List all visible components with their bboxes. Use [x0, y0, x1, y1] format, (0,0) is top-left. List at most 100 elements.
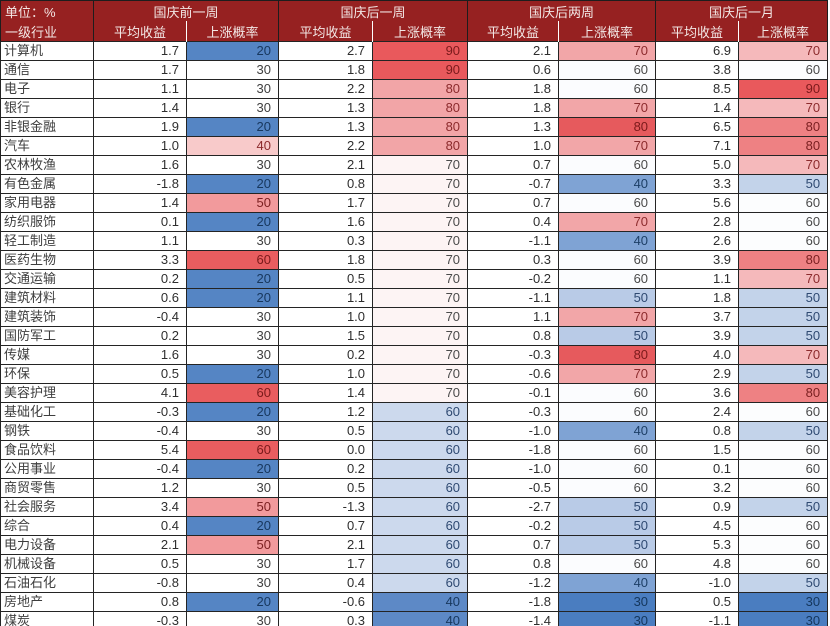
win-rate-cell: 20 [185, 402, 280, 422]
avg-return-cell: 1.0 [278, 307, 374, 327]
win-rate-cell: 60 [738, 459, 829, 479]
industry-label-cell: 建筑材料 [0, 288, 94, 308]
avg-return-cell: 1.7 [278, 193, 374, 213]
avg-return-cell: 0.5 [93, 554, 187, 574]
win-rate-cell: 30 [185, 573, 280, 593]
industry-label-cell: 医药生物 [0, 250, 94, 270]
avg-return-cell: -0.4 [93, 307, 187, 327]
avg-return-cell: 1.8 [278, 60, 374, 80]
avg-return-cell: 2.6 [655, 231, 740, 251]
win-rate-cell: 50 [558, 326, 657, 346]
win-rate-cell: 50 [558, 288, 657, 308]
industry-label-cell: 交通运输 [0, 269, 94, 289]
avg-return-cell: 1.8 [278, 250, 374, 270]
unit-label: 单位：% [0, 0, 94, 21]
win-rate-cell: 80 [558, 345, 657, 365]
win-rate-cell: 80 [558, 117, 657, 137]
win-rate-cell: 70 [372, 269, 469, 289]
industry-label-cell: 传媒 [0, 345, 94, 365]
avg-return-cell: 2.2 [278, 79, 374, 99]
win-rate-cell: 80 [372, 79, 469, 99]
avg-return-cell: 1.1 [467, 307, 560, 327]
table-row: 有色金属 -1.8 20 0.8 70 -0.7 40 3.3 50 [0, 174, 829, 194]
avg-return-cell: 2.2 [278, 136, 374, 156]
win-rate-cell: 60 [372, 459, 469, 479]
table-row: 建筑装饰 -0.4 30 1.0 70 1.1 70 3.7 50 [0, 307, 829, 327]
win-rate-cell: 50 [738, 174, 829, 194]
win-rate-cell: 40 [372, 592, 469, 612]
win-rate-cell: 50 [738, 364, 829, 384]
avg-return-cell: -1.3 [278, 497, 374, 517]
avg-return-cell: 2.1 [467, 41, 560, 61]
win-rate-cell: 30 [185, 155, 280, 175]
row-header-label: 一级行业 [0, 21, 94, 42]
table-row: 环保 0.5 20 1.0 70 -0.6 70 2.9 50 [0, 364, 829, 384]
win-rate-cell: 20 [185, 592, 280, 612]
avg-return-cell: -1.1 [467, 231, 560, 251]
avg-return-cell: 0.7 [467, 193, 560, 213]
avg-return-cell: 0.2 [93, 269, 187, 289]
win-rate-cell: 60 [558, 554, 657, 574]
win-rate-cell: 20 [185, 41, 280, 61]
avg-return-cell: 2.9 [655, 364, 740, 384]
avg-return-cell: 1.1 [278, 288, 374, 308]
industry-label-cell: 公用事业 [0, 459, 94, 479]
industry-label-cell: 食品饮料 [0, 440, 94, 460]
avg-return-cell: 1.6 [278, 212, 374, 232]
avg-return-cell: -0.3 [467, 402, 560, 422]
avg-return-cell: 1.2 [278, 402, 374, 422]
avg-return-cell: 0.2 [93, 326, 187, 346]
avg-return-cell: 1.2 [93, 478, 187, 498]
avg-return-cell: 1.1 [93, 231, 187, 251]
avg-return-cell: 1.4 [655, 98, 740, 118]
win-rate-cell: 80 [372, 136, 469, 156]
win-rate-cell: 60 [558, 402, 657, 422]
metric-header-row: 一级行业 平均收益 上涨概率 平均收益 上涨概率 平均收益 上涨概率 平均收益 上涨概率 [0, 21, 828, 42]
avg-return-cell: 0.5 [655, 592, 740, 612]
industry-label-cell: 房地产 [0, 592, 94, 612]
avg-return-cell: 1.7 [93, 60, 187, 80]
avg-return-cell: 0.8 [93, 592, 187, 612]
avg-return-cell: 4.0 [655, 345, 740, 365]
win-rate-cell: 70 [738, 269, 829, 289]
avg-return-cell: -0.8 [93, 573, 187, 593]
win-rate-cell: 20 [185, 459, 280, 479]
avg-return-cell: 2.1 [278, 535, 374, 555]
avg-return-cell: 0.2 [278, 345, 374, 365]
win-rate-cell: 50 [185, 535, 280, 555]
avg-return-cell: 1.3 [278, 117, 374, 137]
avg-return-cell: 1.1 [655, 269, 740, 289]
industry-label-cell: 有色金属 [0, 174, 94, 194]
win-rate-cell: 50 [738, 307, 829, 327]
win-rate-cell: 70 [558, 136, 657, 156]
table-row: 电子 1.1 30 2.2 80 1.8 60 8.5 90 [0, 79, 829, 99]
avg-return-cell: -1.1 [467, 288, 560, 308]
avg-return-cell: 0.8 [278, 174, 374, 194]
win-rate-cell: 30 [185, 421, 280, 441]
win-rate-cell: 20 [185, 516, 280, 536]
avg-return-cell: 0.4 [467, 212, 560, 232]
win-rate-cell: 70 [558, 41, 657, 61]
avg-return-cell: 2.7 [278, 41, 374, 61]
win-rate-cell: 50 [738, 421, 829, 441]
win-rate-cell: 60 [372, 402, 469, 422]
win-rate-cell: 60 [558, 478, 657, 498]
avg-return-cell: 8.5 [655, 79, 740, 99]
avg-return-header: 平均收益 [278, 21, 373, 42]
industry-label-cell: 石油石化 [0, 573, 94, 593]
avg-return-cell: 1.5 [655, 440, 740, 460]
avg-return-cell: 0.5 [93, 364, 187, 384]
avg-return-cell: 3.4 [93, 497, 187, 517]
avg-return-cell: 3.6 [655, 383, 740, 403]
win-rate-cell: 90 [738, 79, 829, 99]
industry-label-cell: 社会服务 [0, 497, 94, 517]
avg-return-cell: -1.4 [467, 611, 560, 626]
win-rate-cell: 90 [372, 60, 469, 80]
avg-return-cell: -0.7 [467, 174, 560, 194]
avg-return-cell: 1.8 [655, 288, 740, 308]
win-rate-cell: 40 [558, 174, 657, 194]
avg-return-cell: 1.1 [93, 79, 187, 99]
win-rate-cell: 30 [185, 554, 280, 574]
period-header: 国庆前一周 [92, 0, 279, 21]
industry-label-cell: 建筑装饰 [0, 307, 94, 327]
